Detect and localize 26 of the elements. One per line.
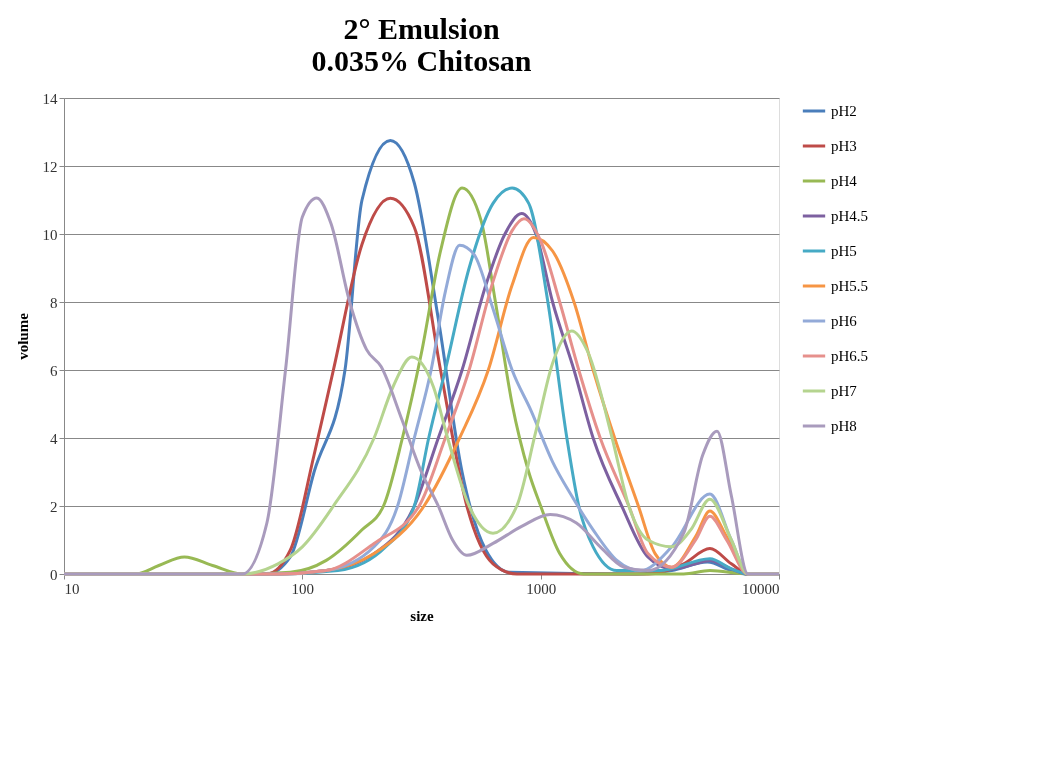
x-axis-title: size [410, 607, 434, 624]
legend-label: pH7 [831, 383, 858, 399]
legend-label: pH2 [831, 103, 857, 119]
legend-label: pH3 [831, 138, 857, 154]
y-tick-label: 0 [50, 566, 58, 583]
y-tick-label: 10 [42, 226, 58, 243]
legend-label: pH4 [831, 173, 858, 189]
y-tick-label: 14 [42, 90, 58, 107]
legend-label: pH8 [831, 418, 857, 434]
legend-label: pH5.5 [831, 278, 869, 294]
legend-label: pH6.5 [831, 348, 869, 364]
y-tick-label: 6 [50, 362, 58, 379]
y-axis-title: volume [14, 312, 31, 360]
x-tick-label: 10 [64, 580, 80, 597]
y-tick-label: 12 [42, 158, 58, 175]
legend-label: pH4.5 [831, 208, 869, 224]
text: 0.035% Chitosan [311, 44, 532, 77]
x-tick-label: 100 [291, 580, 315, 597]
legend-label: pH5 [831, 243, 857, 259]
y-tick-label: 8 [50, 294, 58, 311]
y-tick-label: 4 [50, 430, 58, 447]
legend-label: pH6 [831, 313, 858, 329]
x-tick-label: 1000 [526, 580, 557, 597]
x-tick-label: 10000 [742, 580, 780, 597]
text: 2° Emulsion [343, 12, 500, 45]
y-tick-label: 2 [50, 498, 58, 515]
